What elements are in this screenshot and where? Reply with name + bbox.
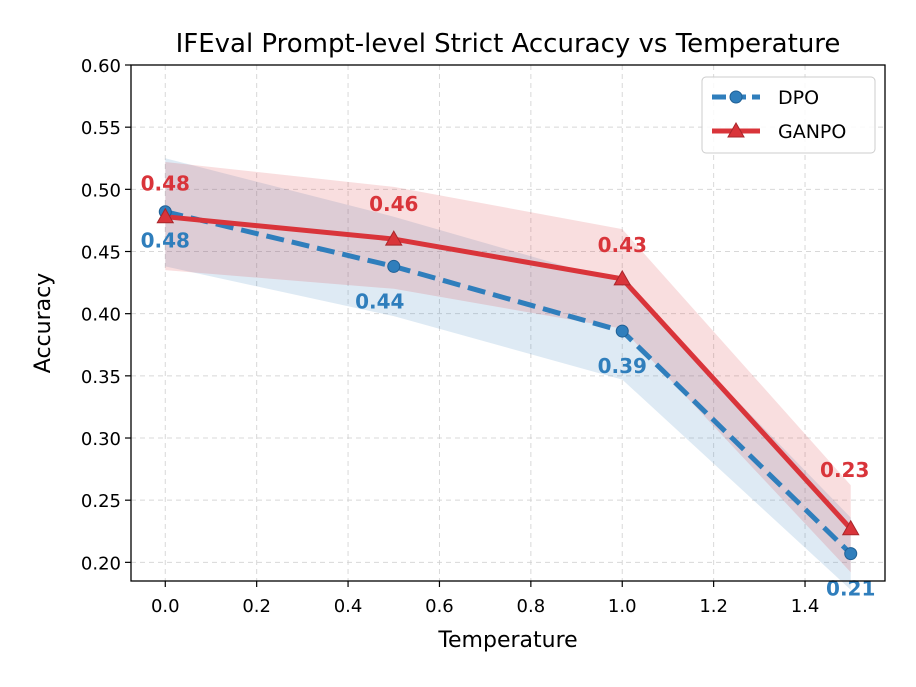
legend-label-ganpo: GANPO bbox=[778, 121, 846, 143]
point-ganpo bbox=[841, 519, 860, 536]
data-label-ganpo: 0.23 bbox=[820, 458, 869, 482]
band-dpo bbox=[165, 158, 851, 590]
y-tick-label: 0.20 bbox=[81, 553, 121, 574]
data-label-dpo: 0.21 bbox=[826, 577, 875, 601]
y-tick-label: 0.30 bbox=[81, 429, 121, 450]
point-ganpo bbox=[156, 207, 175, 224]
confidence-bands bbox=[165, 158, 851, 590]
point-dpo bbox=[615, 324, 629, 338]
y-tick-label: 0.35 bbox=[81, 367, 121, 388]
plot-frame bbox=[130, 64, 886, 582]
x-axis-label: Temperature bbox=[437, 628, 577, 653]
x-axis-ticks: 0.0 0.2 0.4 0.6 0.8 1.0 1.2 1.4 bbox=[151, 581, 819, 617]
y-axis-ticks: 0.20 0.25 0.30 0.35 0.40 0.45 0.50 0.55 0.60 bbox=[81, 56, 131, 574]
x-tick-label: 1.0 bbox=[608, 596, 637, 617]
y-tick-label: 0.50 bbox=[81, 180, 121, 201]
data-label-ganpo: 0.46 bbox=[369, 192, 418, 216]
legend: DPO GANPO bbox=[701, 76, 876, 154]
y-tick-label: 0.60 bbox=[81, 56, 121, 77]
chart-title: IFEval Prompt-level Strict Accuracy vs T… bbox=[176, 29, 841, 59]
x-tick-label: 1.4 bbox=[791, 596, 820, 617]
point-ganpo bbox=[613, 269, 632, 286]
legend-marker-dpo bbox=[729, 90, 743, 104]
data-labels: 0.48 0.44 0.39 0.21 0.48 0.46 0.43 0.23 bbox=[141, 172, 876, 601]
legend-marker-ganpo bbox=[727, 121, 745, 138]
y-axis-label: Accuracy bbox=[31, 273, 56, 373]
x-tick-label: 0.6 bbox=[425, 596, 454, 617]
x-tick-label: 0.2 bbox=[242, 596, 271, 617]
data-label-ganpo: 0.48 bbox=[141, 172, 190, 196]
y-tick-label: 0.45 bbox=[81, 243, 121, 264]
band-ganpo bbox=[165, 161, 851, 573]
x-tick-label: 1.2 bbox=[699, 596, 728, 617]
y-tick-label: 0.25 bbox=[81, 491, 121, 512]
legend-label-dpo: DPO bbox=[778, 87, 819, 109]
x-tick-label: 0.8 bbox=[517, 596, 546, 617]
line-ganpo bbox=[165, 214, 853, 531]
point-dpo bbox=[387, 259, 401, 273]
point-ganpo bbox=[384, 230, 403, 246]
point-dpo bbox=[844, 547, 858, 561]
data-label-dpo: 0.44 bbox=[355, 289, 404, 313]
y-tick-label: 0.55 bbox=[81, 118, 121, 139]
series-markers bbox=[156, 205, 860, 561]
data-label-dpo: 0.39 bbox=[598, 354, 647, 378]
data-label-ganpo: 0.43 bbox=[598, 233, 647, 257]
line-dpo bbox=[164, 209, 853, 556]
data-label-dpo: 0.48 bbox=[141, 229, 190, 253]
y-tick-label: 0.40 bbox=[81, 305, 121, 326]
x-tick-label: 0.4 bbox=[334, 596, 363, 617]
x-tick-label: 0.0 bbox=[151, 596, 180, 617]
series-lines bbox=[164, 209, 853, 556]
